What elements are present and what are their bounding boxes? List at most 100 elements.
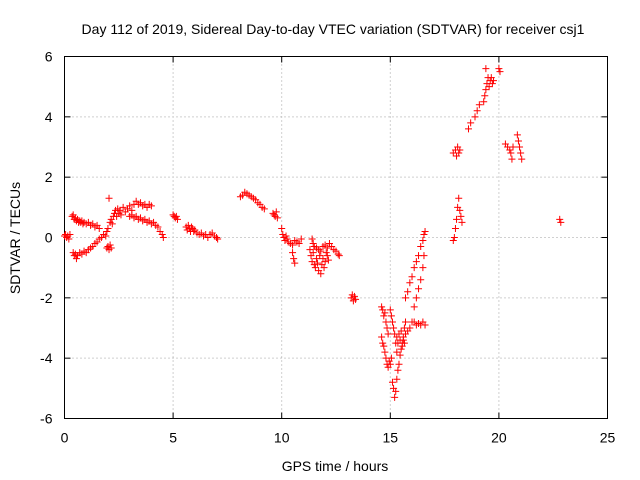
- data-point: [506, 146, 514, 154]
- data-point: [190, 227, 198, 235]
- data-point: [396, 351, 404, 359]
- data-point: [556, 215, 564, 223]
- data-points: [61, 65, 565, 401]
- data-point: [188, 223, 196, 231]
- data-point: [419, 264, 427, 272]
- data-point: [381, 309, 389, 317]
- data-point: [395, 360, 403, 368]
- grid-lines: [64, 56, 608, 419]
- data-point: [66, 230, 74, 238]
- y-tick-label: 4: [45, 109, 53, 125]
- data-point: [214, 235, 222, 243]
- data-point: [184, 221, 192, 229]
- data-point: [482, 86, 490, 94]
- data-point: [450, 234, 458, 241]
- data-point: [290, 255, 298, 263]
- data-point: [394, 366, 402, 374]
- data-point: [316, 252, 324, 260]
- data-point: [106, 241, 114, 249]
- data-point: [147, 202, 155, 210]
- data-point: [495, 65, 503, 73]
- x-tick-label: 20: [491, 430, 507, 446]
- data-point: [291, 259, 299, 267]
- data-point: [517, 149, 525, 157]
- data-point: [158, 230, 166, 238]
- data-point: [95, 224, 103, 232]
- data-point: [420, 230, 428, 238]
- data-point: [402, 318, 410, 326]
- data-point: [272, 208, 280, 216]
- data-point: [406, 279, 414, 287]
- y-axis-label: SDTVAR / TECUs: [7, 182, 23, 294]
- data-point: [388, 378, 396, 386]
- data-point: [310, 261, 318, 269]
- data-point: [380, 312, 388, 320]
- data-point: [456, 206, 464, 214]
- data-point: [507, 149, 515, 157]
- data-point: [388, 318, 396, 326]
- data-point: [213, 234, 221, 241]
- data-point: [386, 360, 394, 368]
- data-point: [415, 285, 423, 293]
- data-point: [383, 324, 391, 332]
- data-point: [412, 258, 420, 266]
- y-tick-label: -6: [40, 411, 53, 427]
- data-point: [455, 149, 463, 157]
- data-point: [323, 244, 331, 252]
- data-point: [464, 125, 472, 133]
- data-point: [278, 224, 286, 232]
- data-point: [417, 276, 425, 284]
- data-point: [297, 235, 305, 243]
- data-point: [321, 258, 329, 266]
- data-point: [386, 306, 394, 314]
- y-tick-label: 6: [45, 49, 53, 65]
- data-point: [399, 336, 407, 344]
- data-point: [397, 327, 405, 335]
- data-point: [323, 252, 331, 260]
- plot-frame: [64, 56, 608, 419]
- data-point: [513, 131, 521, 139]
- data-point: [279, 230, 287, 238]
- x-tick-labels: 0 5 10 15 20 25: [61, 430, 616, 446]
- data-point: [402, 294, 410, 302]
- data-point: [309, 240, 317, 248]
- data-point: [496, 68, 504, 76]
- y-tick-label: -4: [40, 350, 53, 366]
- data-point: [557, 218, 565, 226]
- data-point: [314, 259, 322, 267]
- data-point: [320, 264, 328, 272]
- data-point: [387, 312, 395, 320]
- data-point: [380, 342, 388, 350]
- data-point: [419, 237, 427, 245]
- data-point: [475, 101, 483, 109]
- data-point: [126, 202, 134, 210]
- data-point: [324, 256, 332, 264]
- data-point: [417, 243, 425, 251]
- data-point: [65, 235, 73, 243]
- data-point: [397, 345, 405, 353]
- data-point: [453, 215, 461, 223]
- data-point: [317, 270, 325, 278]
- data-point: [309, 249, 317, 257]
- y-tick-labels: -6 -4 -2 0 2 4 6: [40, 49, 53, 427]
- data-point: [117, 211, 125, 219]
- data-point: [406, 324, 414, 332]
- data-point: [488, 80, 496, 88]
- data-point: [458, 218, 466, 226]
- data-point: [384, 330, 392, 338]
- x-tick-label: 15: [383, 430, 399, 446]
- data-point: [295, 240, 303, 248]
- data-point: [482, 65, 490, 73]
- data-point: [103, 227, 111, 235]
- data-point: [107, 244, 115, 252]
- data-point: [421, 321, 429, 329]
- data-point: [283, 235, 291, 243]
- data-point: [159, 234, 167, 241]
- data-point: [480, 98, 488, 106]
- x-axis-label: GPS time / hours: [282, 458, 389, 474]
- data-point: [119, 203, 127, 211]
- data-point: [518, 155, 526, 163]
- data-point: [172, 212, 180, 220]
- y-tick-label: 2: [45, 169, 53, 185]
